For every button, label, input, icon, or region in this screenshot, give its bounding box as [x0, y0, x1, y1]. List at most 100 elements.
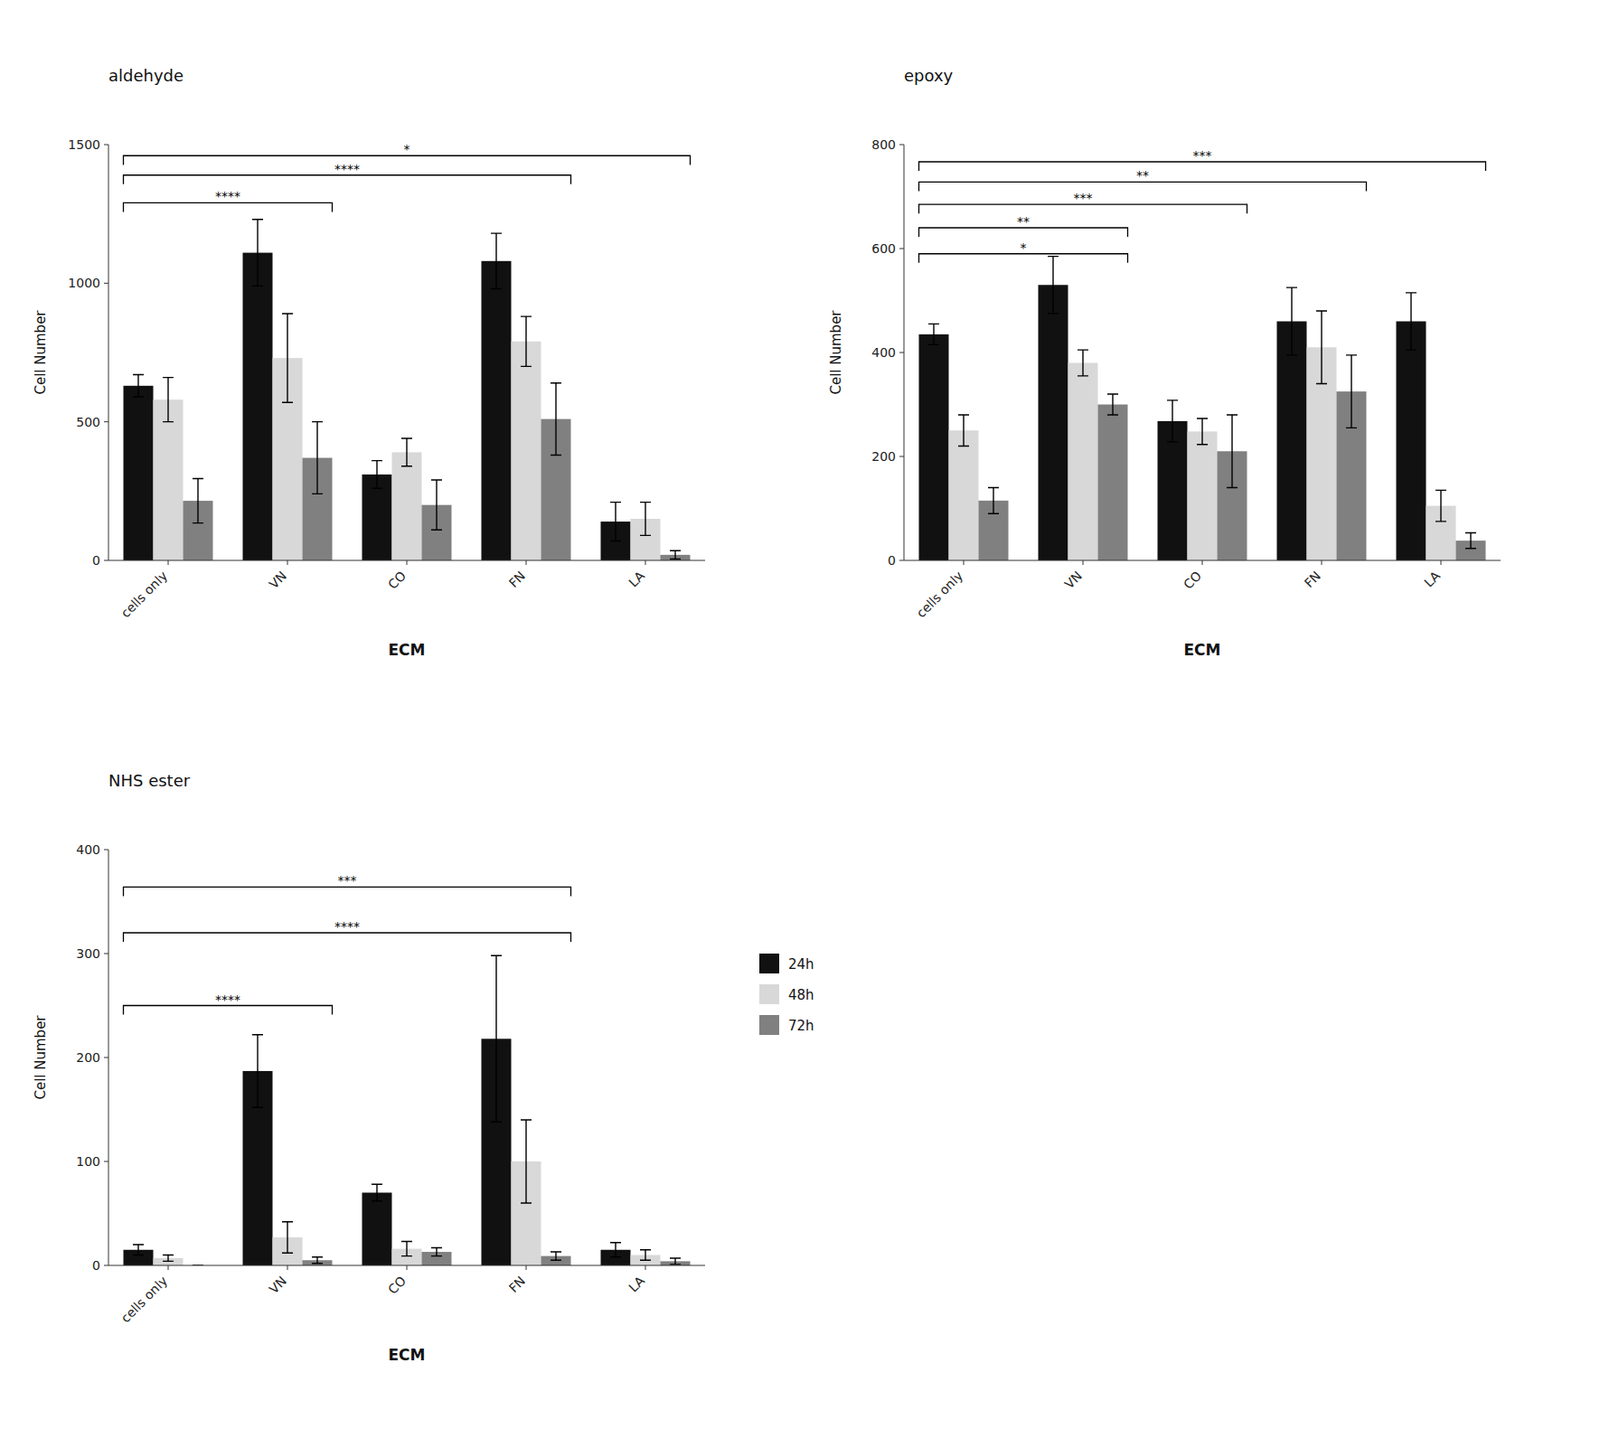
error-bar [669, 550, 681, 559]
significance-bracket [123, 932, 572, 942]
x-tick-label: LA [625, 568, 648, 591]
y-tick-label: 1500 [67, 137, 101, 152]
y-tick [899, 248, 904, 250]
bar [1396, 321, 1427, 562]
error-bar [490, 233, 502, 289]
bar [1187, 431, 1218, 561]
error-bar [1047, 256, 1059, 314]
y-tick-label: 200 [871, 449, 896, 464]
x-tick-label: cells only [118, 1273, 171, 1327]
bar [153, 399, 184, 561]
panel: 0200400600800cells onlyVNCOFNLAECMCell N… [828, 65, 1501, 659]
x-tick [406, 560, 408, 565]
x-tick-label: LA [1421, 568, 1443, 591]
significance-label: **** [334, 161, 360, 177]
y-tick-label: 0 [92, 553, 101, 568]
chart-canvas: 050010001500cells onlyVNCOFNLAECMCell Nu… [0, 0, 1600, 1429]
x-tick-label: CO [385, 568, 409, 593]
y-axis-line [108, 144, 110, 561]
x-tick [168, 1265, 170, 1271]
x-tick [168, 560, 170, 565]
error-bar [1405, 292, 1417, 350]
significance-bracket [123, 886, 572, 896]
chart-title: aldehyde [108, 65, 184, 85]
error-bar [1077, 349, 1089, 377]
error-bar [252, 219, 264, 287]
x-tick [406, 1265, 408, 1271]
error-bar [669, 1258, 681, 1265]
bar [1068, 363, 1099, 562]
error-bar [1435, 489, 1447, 522]
significance-bracket [919, 161, 1487, 171]
significance-bracket [123, 155, 691, 165]
x-axis-label: ECM [387, 1345, 425, 1365]
y-tick-label: 400 [75, 842, 101, 857]
x-tick-label: VN [266, 1273, 291, 1298]
bar [949, 430, 979, 561]
x-tick [287, 1265, 289, 1271]
y-tick-label: 500 [75, 414, 101, 430]
x-tick [526, 560, 528, 565]
significance-label: **** [215, 992, 241, 1008]
error-bar [282, 313, 293, 403]
error-bar [132, 375, 144, 398]
error-bar [1286, 287, 1298, 356]
significance-bracket [123, 175, 572, 185]
error-bar [1167, 400, 1178, 443]
error-bar [1107, 394, 1119, 415]
bar [1038, 284, 1069, 561]
x-tick [645, 1265, 647, 1271]
x-tick-label: CO [385, 1273, 409, 1298]
panel: 050010001500cells onlyVNCOFNLAECMCell Nu… [32, 65, 706, 659]
error-bar [132, 1244, 144, 1256]
legend-swatch [759, 1015, 780, 1036]
bar [511, 341, 542, 561]
y-tick [103, 1265, 109, 1267]
error-bar [282, 1222, 293, 1254]
significance-label: *** [1193, 148, 1213, 163]
y-tick-label: 800 [871, 137, 896, 152]
x-axis-label: ECM [387, 640, 425, 659]
error-bar [928, 323, 940, 345]
x-tick [645, 560, 647, 565]
y-tick [899, 144, 904, 146]
y-tick-label: 400 [871, 345, 896, 360]
error-bar [958, 414, 970, 447]
x-tick [526, 1265, 528, 1271]
significance-label: **** [215, 188, 241, 204]
error-bar [431, 480, 443, 530]
error-bar [1226, 414, 1238, 489]
significance-bracket [919, 181, 1367, 191]
error-bar [610, 1242, 622, 1258]
error-bar [520, 316, 532, 367]
legend: 24h48h72h [759, 953, 815, 1036]
y-axis-label: Cell Number [32, 1015, 49, 1101]
error-bar [1316, 310, 1328, 385]
chart-title: epoxy [903, 65, 954, 85]
y-tick-label: 600 [871, 241, 896, 256]
bar [481, 261, 512, 561]
x-tick [287, 560, 289, 565]
error-bar [431, 1247, 443, 1256]
legend-swatch [759, 953, 780, 974]
chart-title: NHS ester [108, 771, 191, 791]
bar [362, 1193, 393, 1267]
y-tick [103, 953, 109, 955]
error-bar [371, 461, 383, 490]
error-bar [162, 377, 174, 423]
bar [1277, 321, 1308, 562]
x-tick-label: LA [625, 1273, 648, 1296]
y-tick [103, 1057, 109, 1059]
y-tick [899, 560, 904, 562]
error-bar [401, 438, 413, 467]
significance-label: * [404, 141, 411, 157]
bar [392, 451, 423, 561]
x-tick-label: cells only [913, 568, 967, 622]
y-tick [103, 282, 109, 284]
x-tick-label: FN [506, 568, 528, 591]
error-bar [1196, 418, 1208, 445]
panel: 0100200300400cells onlyVNCOFNLAECMCell N… [32, 771, 815, 1365]
x-tick-label: FN [1301, 568, 1324, 591]
error-bar [520, 1120, 532, 1204]
x-axis-label: ECM [1183, 640, 1221, 659]
